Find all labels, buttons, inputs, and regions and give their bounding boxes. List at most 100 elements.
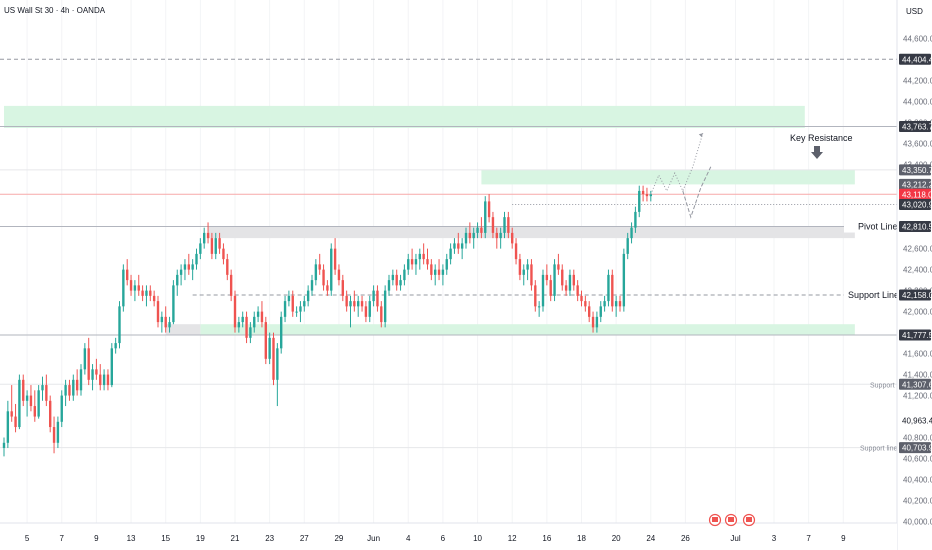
candle-body [626, 238, 629, 254]
candle-body [256, 311, 260, 317]
candles [2, 185, 652, 457]
candle-body [341, 280, 344, 296]
key-resistance-label: Key Resistance [790, 133, 853, 143]
candle-body [106, 374, 110, 386]
candle-body [187, 264, 190, 270]
candle-body [460, 243, 464, 249]
x-tick-label: 5 [25, 534, 30, 543]
key-resistance-zone [481, 169, 855, 185]
price-tag-value: 41,777.5 [902, 331, 932, 340]
candle-body [72, 379, 75, 396]
candle-body [233, 295, 237, 328]
x-tick-label: 29 [334, 534, 343, 543]
candle-body [437, 269, 441, 275]
y-tick-label: 42,000.0 [903, 308, 932, 317]
candle-body [553, 264, 556, 296]
candle-body [206, 232, 210, 239]
x-tick-label: 4 [406, 534, 411, 543]
price-tag-value: 43,020.9 [902, 200, 932, 209]
candle-body [118, 306, 121, 344]
price-tag-key-resistance-top: 43,350.7 [899, 164, 932, 176]
candle-body [522, 269, 525, 275]
y-tick-label: 41,600.0 [903, 350, 932, 359]
price-tag-value: 41,307.6 [902, 380, 932, 389]
price-tag-support-line-low: 40,703.9 [899, 442, 932, 454]
level-label-bg [844, 289, 896, 302]
event-icon-flag [712, 517, 718, 522]
candle-body [99, 374, 102, 386]
demand-zone [200, 324, 855, 335]
price-tag-bg [899, 329, 931, 341]
y-tick-label: 40,400.0 [903, 476, 932, 485]
key-resistance-arrow-icon [811, 146, 823, 159]
y-tick-label: 40,000.0 [903, 518, 932, 527]
candle-body [29, 395, 33, 407]
candle-body [330, 248, 333, 291]
y-tick-label: 44,000.0 [903, 98, 932, 107]
event-icon-flag [746, 517, 752, 522]
candle-body [45, 385, 48, 401]
candle-body [52, 427, 56, 443]
candle-body [472, 232, 475, 239]
x-tick-label: Jun [367, 534, 380, 543]
x-tick-label: 26 [681, 534, 690, 543]
candle-body [87, 348, 90, 380]
price-tag-pivot: 42,810.5 [899, 221, 932, 233]
candle-body [599, 306, 602, 317]
candle-body [79, 369, 83, 391]
price-tag-value: 40,963.4 [902, 416, 932, 425]
candle-body [333, 248, 337, 270]
price-tags: 44,404.4 43,763.7 43,350.7 43,212.243,118.0… [899, 53, 932, 454]
candle-body [22, 379, 25, 401]
price-tag-value: 43,118.0 [902, 190, 932, 199]
candle-body [511, 232, 514, 244]
time-axis-bg[interactable] [0, 523, 897, 550]
price-tag-mid-tag: 40,963.4 [899, 414, 932, 426]
candle-body [391, 274, 395, 281]
y-tick-label: 40,200.0 [903, 497, 932, 506]
candle-body [453, 243, 456, 249]
x-tick-label: 18 [577, 534, 586, 543]
annotations: Key Resistance Pivot Line Support Line Supp… [790, 133, 899, 453]
candle-body [299, 306, 302, 312]
candle-body [253, 316, 256, 328]
price-tag-bg [899, 221, 931, 233]
candle-body [518, 259, 522, 275]
candle-body [645, 194, 649, 197]
x-tick-label: 24 [646, 534, 655, 543]
price-tag-bg [899, 414, 931, 426]
candle-body [641, 190, 645, 195]
candle-body [172, 285, 175, 323]
x-tick-label: 19 [196, 534, 205, 543]
candle-body [114, 343, 117, 349]
candle-body [607, 274, 610, 302]
candle-body [387, 280, 391, 291]
price-tag-bg [899, 178, 931, 190]
candle-body [280, 316, 283, 349]
x-tick-label: 16 [542, 534, 551, 543]
candle-body [584, 301, 587, 307]
candle-body [310, 280, 314, 291]
price-tag-value: 43,763.7 [902, 123, 932, 132]
candle-body [2, 442, 6, 449]
candle-body [303, 301, 306, 307]
candle-body [614, 301, 618, 307]
y-tick-label: 40,800.0 [903, 434, 932, 443]
candle-body [237, 322, 241, 328]
candle-body [349, 301, 352, 307]
price-axis-bg[interactable] [897, 0, 932, 550]
economic-event-icon [742, 513, 756, 527]
candle-body [591, 316, 595, 328]
event-icons[interactable] [708, 513, 756, 527]
candle-body [476, 227, 479, 233]
level-label-support-line: Support Line [848, 290, 899, 300]
x-tick-label: 10 [473, 534, 482, 543]
y-tick-label: 41,200.0 [903, 392, 932, 401]
price-tag-bg [899, 164, 931, 176]
candle-body [434, 269, 437, 275]
candle-body [545, 274, 549, 281]
candle-body [457, 243, 460, 249]
candle-body [245, 316, 248, 338]
x-tick-label: 7 [60, 534, 65, 543]
